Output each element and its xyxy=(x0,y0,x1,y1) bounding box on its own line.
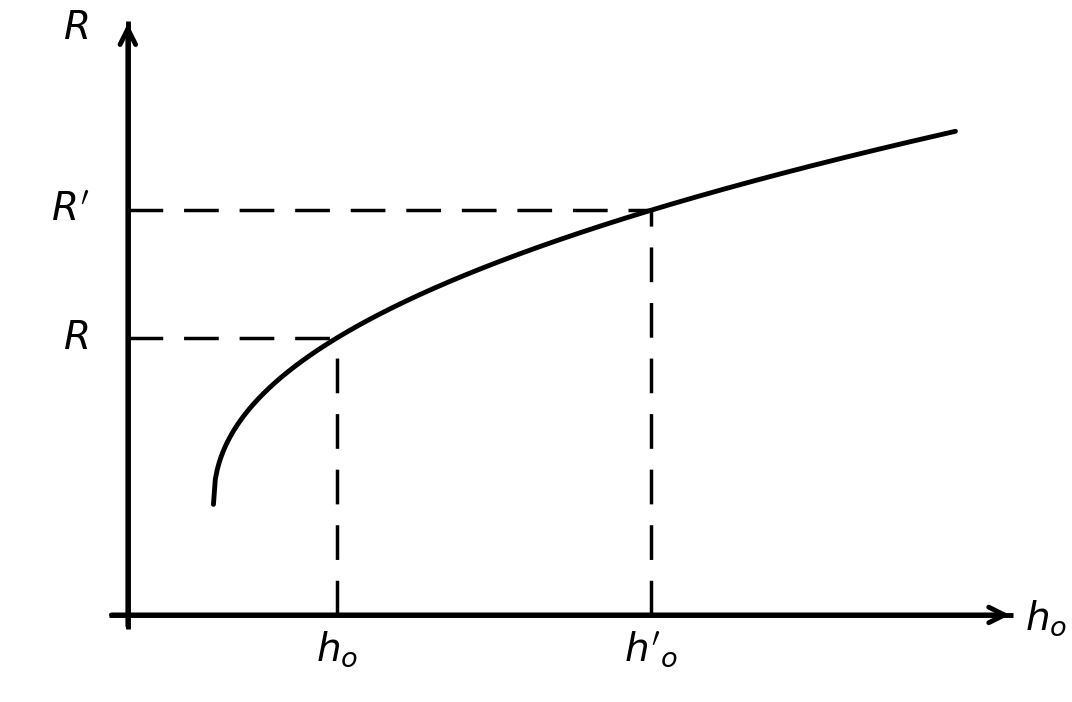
Text: $\mathit{R}$: $\mathit{R}$ xyxy=(63,8,88,46)
Text: $\mathit{R}'$: $\mathit{R}'$ xyxy=(51,192,90,230)
Text: $\mathit{R}$: $\mathit{R}$ xyxy=(63,319,88,357)
Text: $\mathit{h}_\mathit{o}$: $\mathit{h}_\mathit{o}$ xyxy=(316,630,358,669)
Text: $\mathit{h}_\mathit{o}$: $\mathit{h}_\mathit{o}$ xyxy=(1025,599,1067,638)
Text: $\mathit{h}'_\mathit{o}$: $\mathit{h}'_\mathit{o}$ xyxy=(624,630,678,669)
